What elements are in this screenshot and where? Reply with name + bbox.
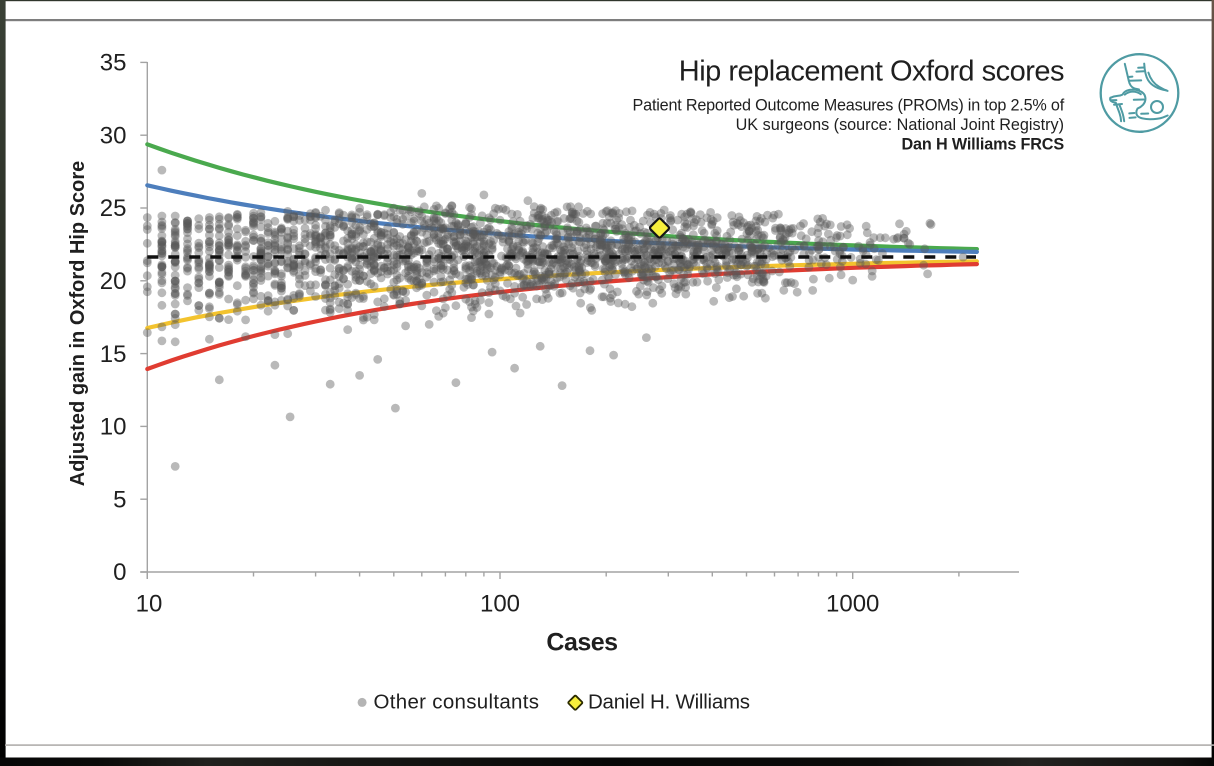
svg-text:1000: 1000 bbox=[826, 591, 879, 618]
svg-text:35: 35 bbox=[100, 50, 127, 77]
svg-text:Dan H Williams FRCS: Dan H Williams FRCS bbox=[901, 136, 1064, 154]
svg-text:Patient Reported Outcome Measu: Patient Reported Outcome Measures (PROMs… bbox=[633, 97, 1065, 115]
svg-text:UK surgeons (source: National: UK surgeons (source: National Joint Regi… bbox=[736, 116, 1064, 134]
svg-text:10: 10 bbox=[136, 591, 163, 618]
svg-text:10: 10 bbox=[100, 414, 127, 441]
svg-text:Other consultants: Other consultants bbox=[374, 690, 540, 713]
svg-text:Daniel H. Williams: Daniel H. Williams bbox=[588, 690, 750, 713]
svg-text:0: 0 bbox=[113, 559, 126, 586]
svg-text:15: 15 bbox=[100, 341, 127, 368]
svg-text:25: 25 bbox=[100, 195, 127, 222]
svg-text:5: 5 bbox=[113, 486, 126, 513]
svg-text:Hip replacement Oxford scores: Hip replacement Oxford scores bbox=[679, 56, 1064, 88]
svg-text:Adjusted gain in Oxford Hip Sc: Adjusted gain in Oxford Hip Score bbox=[67, 161, 89, 487]
svg-text:100: 100 bbox=[480, 591, 520, 618]
svg-text:30: 30 bbox=[100, 122, 127, 149]
svg-text:20: 20 bbox=[100, 268, 127, 295]
svg-text:Cases: Cases bbox=[546, 629, 617, 657]
